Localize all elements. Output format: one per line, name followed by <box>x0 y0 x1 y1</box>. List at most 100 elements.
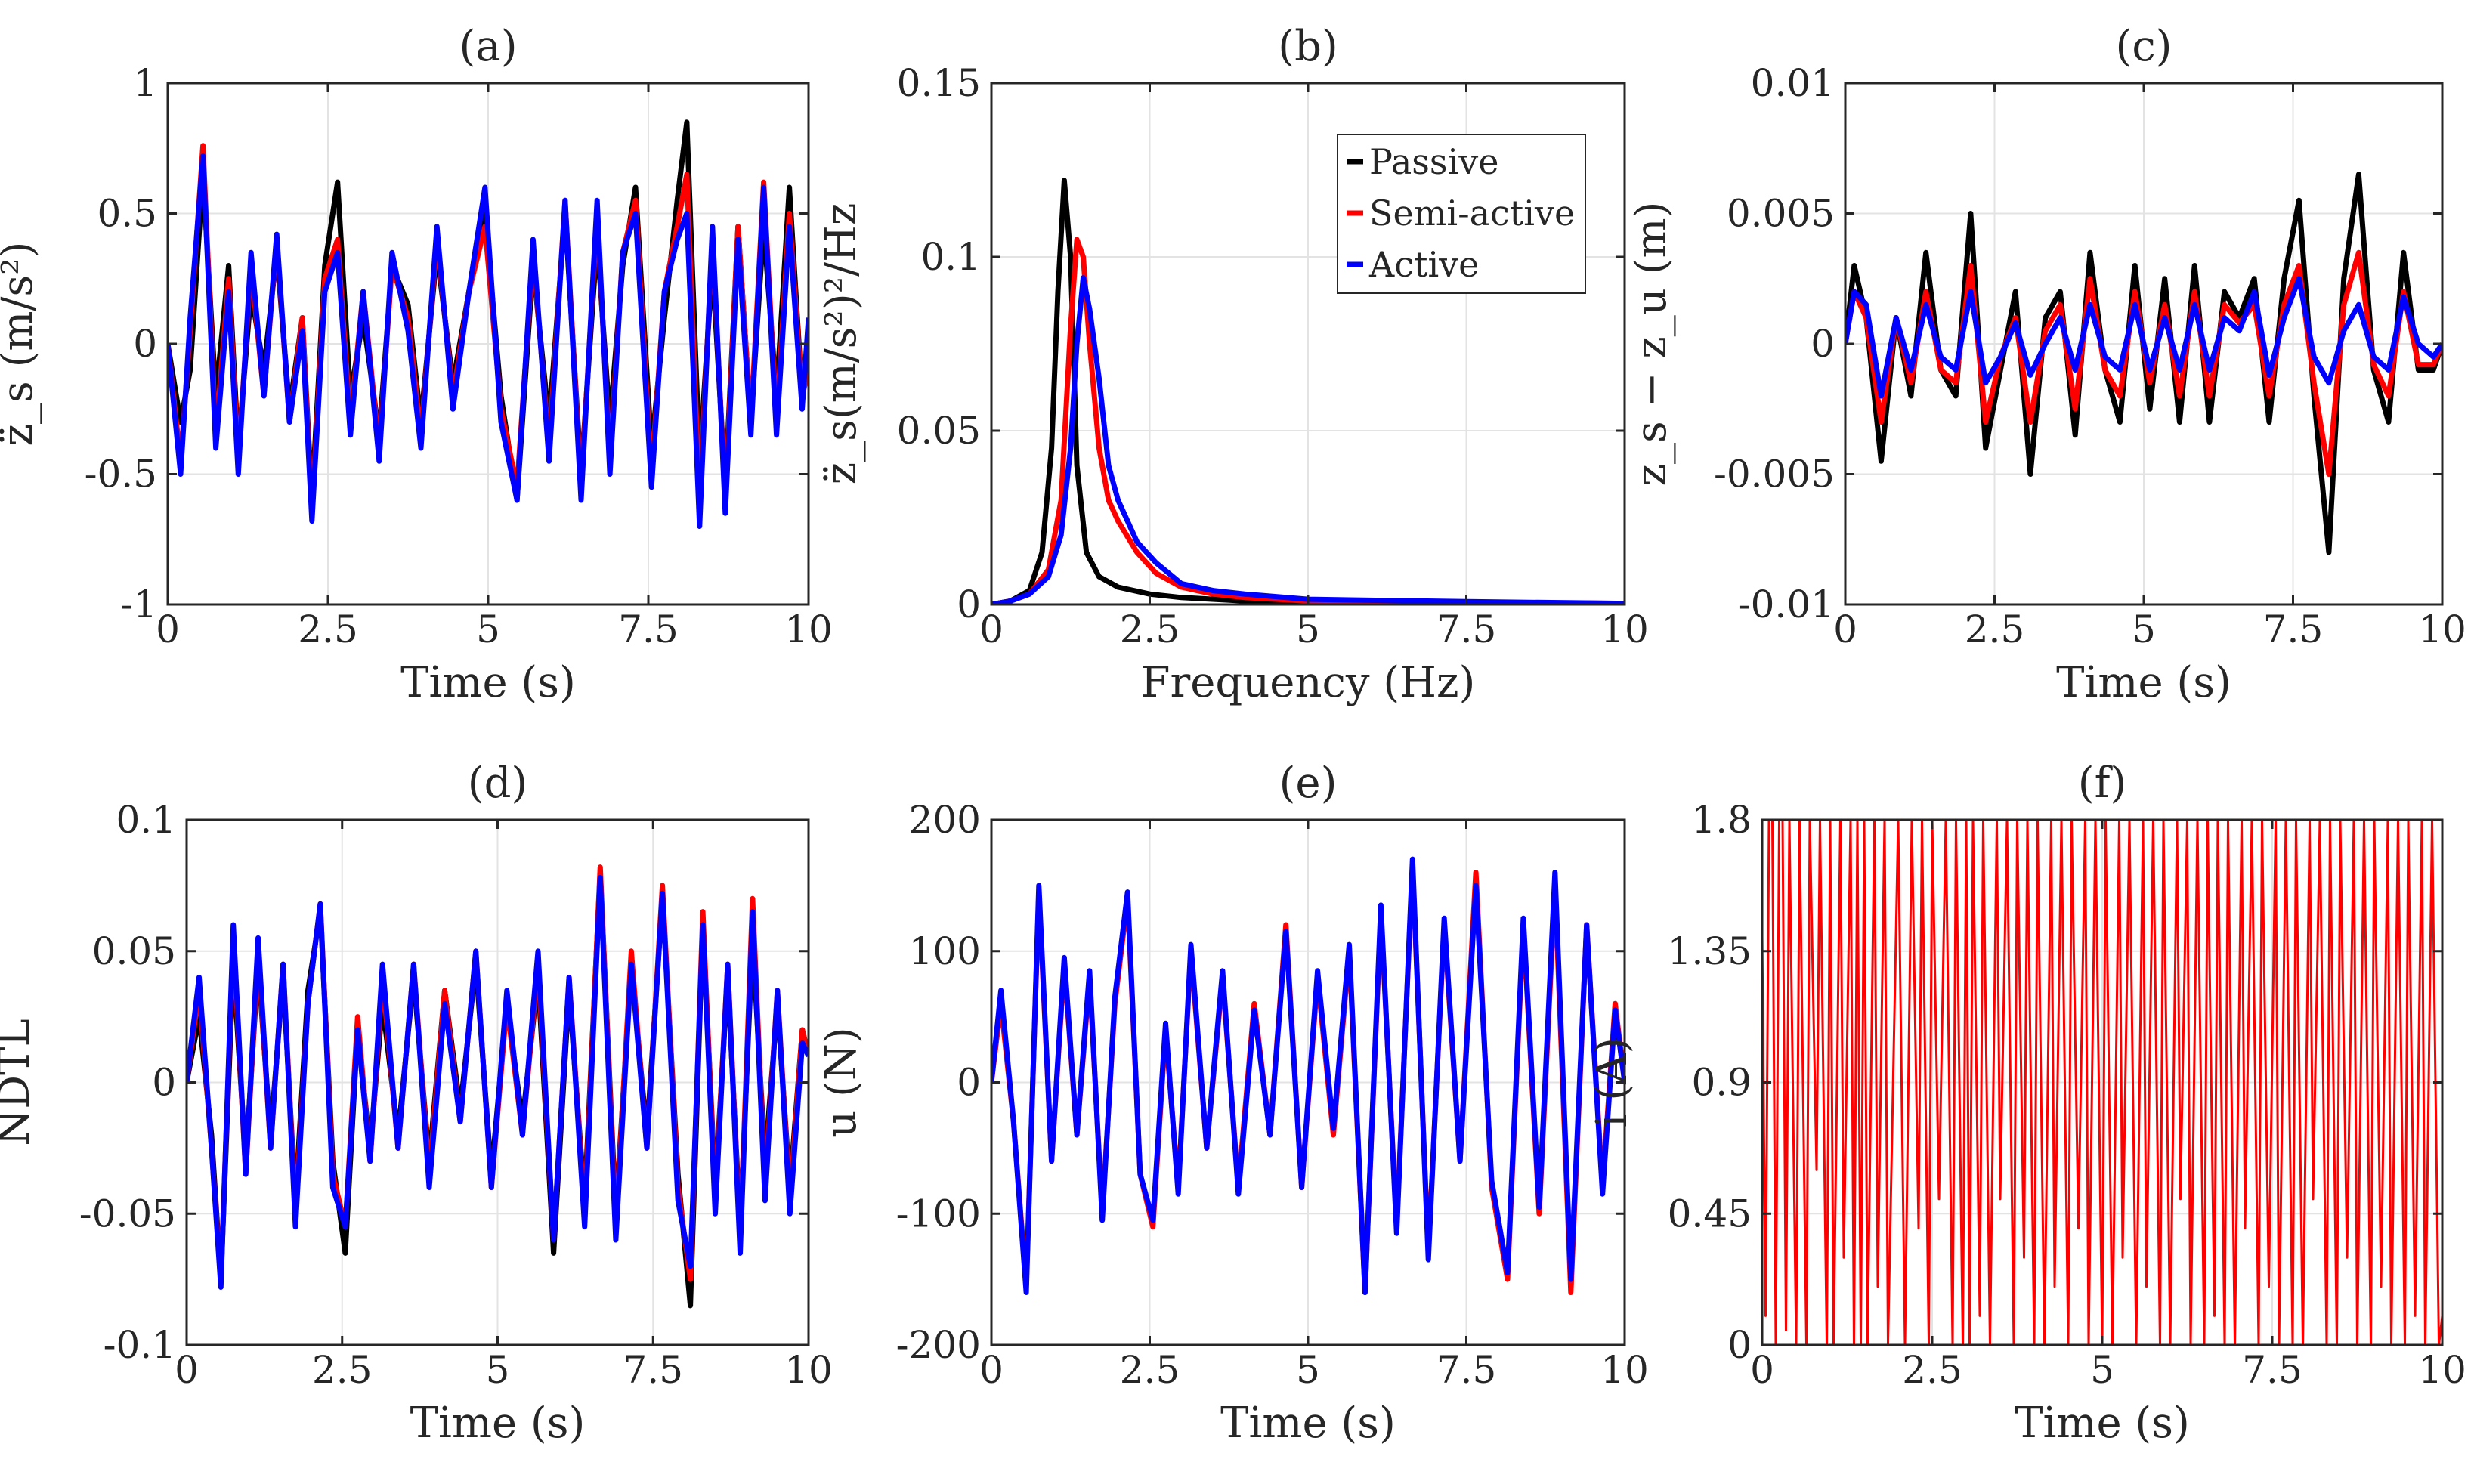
x-tick-label: 5 <box>1296 1348 1320 1392</box>
y-axis-label: i (A) <box>1588 1037 1637 1128</box>
chart-panel-a: 0 2.5 5 7.5 10 -1 -0.5 0 0.5 1 (a) Time (s) z̈_s (m/… <box>0 22 833 707</box>
series-group <box>168 119 809 529</box>
series-line-semi-active <box>991 237 1625 604</box>
x-tick-label: 5 <box>476 608 500 651</box>
chart-title: (b) <box>1278 22 1338 71</box>
series-line-semi-active <box>1762 820 2442 1345</box>
legend-label: Semi-active <box>1369 193 1575 233</box>
y-tick-label: 0 <box>1727 1323 1752 1367</box>
legend-label: Active <box>1368 244 1479 285</box>
series-group <box>991 178 1625 604</box>
chart-panel-e: 0 2.5 5 7.5 10 -200 -100 0 100 200 (e) Time (s) u (N… <box>817 759 1649 1448</box>
chart-title: (a) <box>459 22 517 71</box>
y-tick-label: 1 <box>133 61 157 105</box>
series-group <box>1762 820 2442 1345</box>
x-tick-label: 5 <box>486 1348 510 1392</box>
x-tick-label: 2.5 <box>298 608 358 651</box>
x-tick-label: 5 <box>2132 608 2156 651</box>
x-tick-label: 0 <box>156 608 180 651</box>
y-tick-label: -0.01 <box>1738 583 1835 626</box>
series-line-active <box>168 153 809 529</box>
series-group <box>991 856 1625 1295</box>
x-tick-label: 10 <box>1600 608 1649 651</box>
y-tick-label: 0.9 <box>1691 1061 1752 1105</box>
y-tick-label: 0.5 <box>97 192 157 236</box>
series-line-active <box>991 275 1625 604</box>
x-tick-label: 0 <box>1833 608 1857 651</box>
y-tick-label: 0 <box>152 1061 176 1105</box>
x-tick-label: 2.5 <box>1120 608 1180 651</box>
chart-title: (e) <box>1279 759 1338 808</box>
x-tick-label: 2.5 <box>1965 608 2025 651</box>
chart-panel-f: 0 2.5 5 7.5 10 0 0.45 0.9 1.35 1.8 (f) Time (s) i (A… <box>1588 759 2466 1448</box>
y-tick-label: 0 <box>957 1061 981 1105</box>
y-tick-label: 0.1 <box>920 235 981 279</box>
x-tick-label: 5 <box>2090 1348 2114 1392</box>
y-tick-label: 0.05 <box>92 929 176 973</box>
y-tick-label: 200 <box>909 798 981 842</box>
x-tick-label: 0 <box>979 1348 1004 1392</box>
x-tick-label: 7.5 <box>618 608 679 651</box>
y-axis-label: z̈_s (m/s²) <box>0 242 42 447</box>
y-tick-label: -1 <box>120 583 157 626</box>
x-axis-label: Time (s) <box>400 658 576 707</box>
y-axis-label: z̈_s(m/s²)²/Hz <box>817 203 866 485</box>
y-axis-label: z_s − z_u (m) <box>1627 202 1676 487</box>
y-tick-label: 0.01 <box>1751 61 1835 105</box>
y-axis-label: u (N) <box>817 1027 866 1138</box>
x-tick-label: 7.5 <box>2263 608 2324 651</box>
x-tick-label: 5 <box>1296 608 1320 651</box>
y-tick-label: -100 <box>896 1192 981 1235</box>
legend-label: Passive <box>1369 141 1498 182</box>
y-tick-label: 0.05 <box>897 409 981 453</box>
x-tick-label: 0 <box>175 1348 199 1392</box>
x-tick-label: 7.5 <box>1436 1348 1497 1392</box>
series-line-passive <box>991 178 1625 604</box>
y-tick-label: -0.005 <box>1714 453 1835 496</box>
y-tick-label: -0.5 <box>85 453 157 496</box>
x-tick-label: 10 <box>784 608 833 651</box>
x-tick-label: 10 <box>2418 1348 2466 1392</box>
x-tick-label: 0 <box>979 608 1004 651</box>
x-tick-label: 10 <box>2418 608 2466 651</box>
y-tick-label: -0.05 <box>79 1192 176 1235</box>
x-tick-label: 10 <box>1600 1348 1649 1392</box>
x-tick-label: 2.5 <box>1902 1348 1962 1392</box>
y-tick-label: 100 <box>909 929 981 973</box>
x-tick-label: 2.5 <box>1120 1348 1180 1392</box>
series-group <box>187 864 809 1309</box>
y-tick-label: 0 <box>133 322 157 366</box>
x-axis-label: Time (s) <box>410 1399 586 1448</box>
series-line-active <box>187 875 809 1290</box>
x-tick-label: 2.5 <box>312 1348 373 1392</box>
y-tick-label: 0 <box>1811 322 1835 366</box>
y-tick-label: 0.1 <box>116 798 176 842</box>
x-tick-label: 0 <box>1750 1348 1774 1392</box>
y-tick-label: 0.005 <box>1727 192 1835 236</box>
x-axis-label: Frequency (Hz) <box>1141 658 1476 707</box>
x-tick-label: 10 <box>784 1348 833 1392</box>
legend: Passive Semi-active Active <box>1337 134 1586 294</box>
y-tick-label: 0.45 <box>1668 1192 1752 1235</box>
y-tick-label: 1.8 <box>1691 798 1752 842</box>
y-tick-label: -0.1 <box>104 1323 176 1367</box>
x-axis-label: Time (s) <box>2056 658 2231 707</box>
series-group <box>1845 172 2442 555</box>
x-axis-label: Time (s) <box>1220 1399 1396 1448</box>
y-axis-label: NDTL <box>0 1019 39 1145</box>
y-tick-label: 0.15 <box>897 61 981 105</box>
series-line-active <box>991 856 1625 1295</box>
chart-title: (d) <box>468 759 528 808</box>
legend-box <box>1337 134 1586 294</box>
y-tick-label: 0 <box>957 583 981 626</box>
x-axis-label: Time (s) <box>2015 1399 2190 1448</box>
series-line-active <box>1845 276 2442 399</box>
x-tick-label: 7.5 <box>2242 1348 2302 1392</box>
chart-panel-d: 0 2.5 5 7.5 10 -0.1 -0.05 0 0.05 0.1 (d) Time (s) ND… <box>0 759 833 1448</box>
chart-panel-b: 0 2.5 5 7.5 10 0 0.05 0.1 0.15 (b) Frequency (Hz) z… <box>817 22 1649 707</box>
chart-panel-c: 0 2.5 5 7.5 10 -0.01 -0.005 0 0.005 0.01 (c) Time (… <box>1627 22 2466 707</box>
y-tick-label: -200 <box>896 1323 981 1367</box>
x-tick-label: 7.5 <box>1436 608 1497 651</box>
x-tick-label: 7.5 <box>623 1348 683 1392</box>
